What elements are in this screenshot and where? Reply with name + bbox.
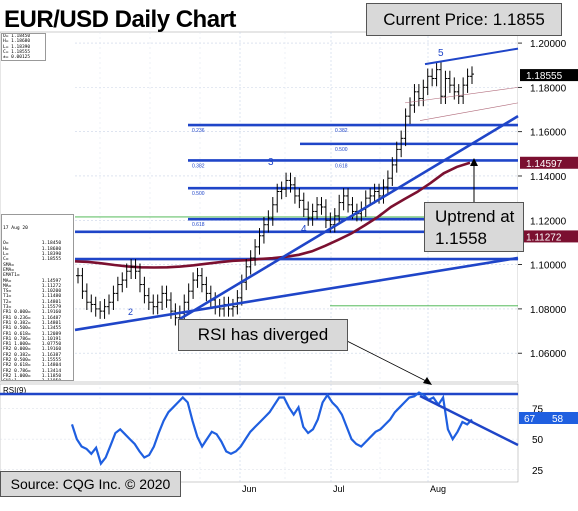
rsi-callout-arrowhead bbox=[423, 377, 432, 385]
rsi-pane bbox=[0, 383, 519, 483]
info-line: MA= 1.11272 bbox=[3, 283, 62, 289]
wave-label: 3 bbox=[268, 157, 274, 168]
y-tick-label: 1.20000 bbox=[530, 39, 567, 50]
info-line: T3= 1.15579 bbox=[3, 305, 62, 311]
info-line: SMA= bbox=[3, 262, 15, 268]
info-line: CH1:1= 1.11850 bbox=[3, 379, 73, 380]
uptrend-callout: Uptrend at 1.1558 bbox=[424, 202, 524, 252]
info-line: L= 1.18390 bbox=[3, 44, 31, 50]
channel-top-line bbox=[424, 47, 519, 66]
fib-label: 0.618 bbox=[192, 222, 205, 228]
info-line: FR2 1.000= 1.11850 bbox=[3, 373, 62, 379]
price-tag-label: 1.11272 bbox=[526, 232, 562, 243]
y-tick-label: 1.12000 bbox=[530, 216, 567, 227]
fib-label: 0.236 bbox=[192, 128, 205, 134]
price-axis bbox=[518, 32, 578, 382]
callout-arrowhead bbox=[470, 158, 478, 166]
info-date: 17 Aug 20 bbox=[3, 225, 28, 231]
info-line: EMAT1= bbox=[3, 273, 20, 279]
rsi-divergence-trendline bbox=[419, 394, 519, 447]
info-line: FR1 0.382= 1.14801 bbox=[3, 320, 62, 326]
chart-title: EUR/USD Daily Chart bbox=[4, 6, 236, 33]
info-line: FR2 0.382= 1.16387 bbox=[3, 352, 62, 358]
price-tag-label: 1.18555 bbox=[526, 71, 563, 82]
info-line: FR1 1.000= 1.07750 bbox=[3, 342, 62, 348]
info-line: MA= 1.14597 bbox=[3, 278, 62, 284]
info-line: T2= 1.14801 bbox=[3, 299, 62, 305]
wave-label: 2 bbox=[128, 307, 133, 317]
x-tick-label: Jul bbox=[333, 484, 345, 494]
info-line: ±= 0.00125 bbox=[3, 55, 31, 61]
info-line: FR1 0.618= 1.12089 bbox=[3, 331, 62, 337]
info-line: O= 1.18450 bbox=[3, 34, 31, 39]
x-tick-label: Aug bbox=[430, 484, 446, 494]
info-line: FR1 0.236= 1.16487 bbox=[3, 315, 62, 321]
rsi-tick-label: 25 bbox=[532, 466, 544, 477]
price-tag-box bbox=[520, 156, 578, 169]
rsi-value-tag: 67 bbox=[524, 414, 536, 425]
price-tag-box bbox=[520, 230, 578, 243]
info-line: C= 1.18555 bbox=[3, 49, 31, 55]
info-line: EMA= bbox=[3, 267, 15, 273]
rsi-tick-label: 50 bbox=[532, 435, 544, 446]
uptrend-line-2: 1.1558 bbox=[435, 229, 487, 248]
fib-label: 0.618 bbox=[335, 163, 348, 169]
y-tick-label: 1.06000 bbox=[530, 349, 567, 360]
info-line: FR1 0.500= 1.13455 bbox=[3, 326, 62, 332]
y-tick-label: 1.16000 bbox=[530, 128, 567, 139]
wave-label: 5 bbox=[438, 48, 444, 59]
info-line: T1= 1.11480 bbox=[3, 294, 62, 300]
rsi-callout-arrow bbox=[344, 339, 429, 383]
ohlc-info-panel: O= 1.18450 H= 1.18680 L= 1.18390 C= 1.18… bbox=[1, 33, 46, 61]
uptrend-line bbox=[179, 115, 519, 320]
info-line: FR1 0.786= 1.10191 bbox=[3, 336, 62, 342]
channel-line bbox=[404, 87, 519, 104]
current-price-box: Current Price: 1.1855 bbox=[366, 3, 562, 36]
rsi-line bbox=[70, 391, 473, 466]
y-tick-label: 1.14000 bbox=[530, 172, 567, 183]
y-tick-label: 1.08000 bbox=[530, 305, 567, 316]
rsi-value-tag: 58 bbox=[552, 414, 564, 425]
info-line: H= 1.18680 bbox=[3, 246, 62, 252]
info-line: FR2 0.786= 1.13414 bbox=[3, 368, 62, 374]
info-line: TS= 1.10200 bbox=[3, 289, 62, 295]
info-line: L= 1.18390 bbox=[3, 252, 62, 258]
price-tag-label: 1.14597 bbox=[526, 159, 563, 170]
channel-line bbox=[419, 102, 519, 121]
source-label: Source: CQG Inc. © 2020 bbox=[0, 471, 181, 497]
wave-label: 4 bbox=[301, 224, 307, 235]
fib-label: 0.500 bbox=[335, 147, 348, 153]
info-line: FR2 0.500= 1.15555 bbox=[3, 358, 62, 364]
info-line: FR2 0.000= 1.19160 bbox=[3, 347, 62, 353]
price-tag-box bbox=[520, 69, 578, 82]
info-line: C= 1.18555 bbox=[3, 257, 62, 263]
info-line: FR2 0.618= 1.14804 bbox=[3, 363, 62, 369]
x-tick-label: Jun bbox=[242, 484, 257, 494]
info-line: H= 1.18680 bbox=[3, 39, 31, 45]
studies-info-panel: 17 Aug 20 O= 1.18450 H= 1.18680 L= 1.18390… bbox=[1, 214, 74, 381]
fib-label: 0.382 bbox=[335, 128, 348, 134]
info-line: O= 1.18450 bbox=[3, 241, 62, 247]
y-tick-label: 1.10000 bbox=[530, 261, 567, 272]
info-line: FR1 0.000= 1.19160 bbox=[3, 310, 62, 316]
rsi-title: RSI(9) bbox=[3, 386, 26, 395]
y-tick-label: 1.18000 bbox=[530, 83, 567, 94]
long-term-trendline bbox=[74, 256, 519, 332]
moving-average-line bbox=[74, 161, 471, 269]
fib-label: 0.500 bbox=[192, 191, 205, 197]
fib-label: 0.382 bbox=[192, 163, 205, 169]
rsi-tick-label: 75 bbox=[532, 405, 544, 416]
rsi-tag-box bbox=[519, 412, 578, 424]
uptrend-line-1: Uptrend at bbox=[435, 207, 515, 226]
rsi-divergence-callout: RSI has diverged bbox=[178, 319, 348, 351]
